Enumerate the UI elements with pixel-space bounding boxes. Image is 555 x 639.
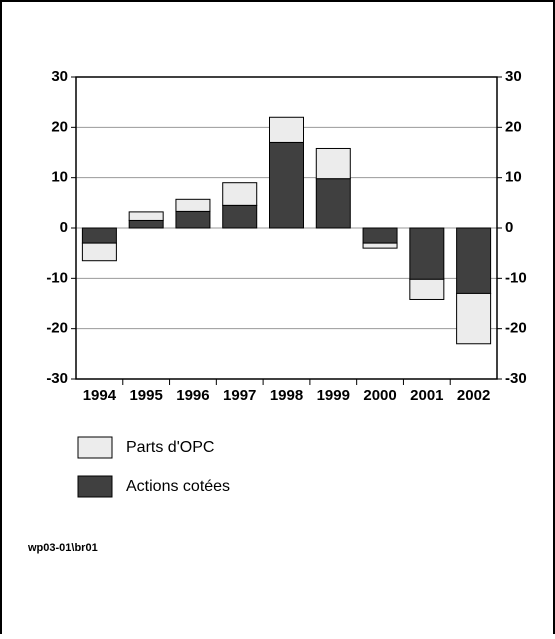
y-tick-label: -30 [46, 370, 68, 387]
bar [128, 219, 164, 229]
bar [128, 211, 164, 221]
plot-frame [75, 76, 498, 380]
bar [409, 227, 445, 280]
y-tick-label: 30 [51, 68, 68, 85]
y2-tick-label: 20 [505, 118, 522, 135]
y-tick-label: 10 [51, 169, 68, 186]
y2-tick-label: -10 [505, 269, 527, 286]
x-tick-label: 1996 [176, 387, 209, 404]
bar [456, 227, 492, 294]
bar [222, 182, 258, 206]
bar [81, 242, 117, 262]
y2-tick-label: -20 [505, 320, 527, 337]
x-tick-label: 1999 [317, 387, 350, 404]
y-tick-label: -20 [46, 320, 68, 337]
bar [269, 116, 304, 143]
legend-swatch [77, 436, 113, 459]
y2-tick-label: 10 [505, 169, 522, 186]
legend-label: Actions cotées [126, 478, 230, 495]
bar [222, 204, 258, 229]
bar [315, 178, 351, 229]
x-tick-label: 2001 [410, 387, 443, 404]
y2-tick-label: 30 [505, 68, 522, 85]
x-tick-label: 2000 [363, 387, 396, 404]
x-tick-label: 1997 [223, 387, 256, 404]
bar [362, 227, 398, 244]
x-tick-label: 2002 [457, 387, 490, 404]
legend-label: Parts d'OPC [126, 439, 214, 456]
bar [315, 147, 351, 180]
legend-swatch [77, 475, 113, 498]
y-tick-label: -10 [46, 269, 68, 286]
bar [175, 198, 211, 212]
bar [81, 227, 117, 244]
bar [456, 292, 492, 345]
y2-tick-label: 0 [505, 219, 513, 236]
annotation: wp03-01\br01 [27, 542, 98, 554]
y-tick-label: 20 [51, 118, 68, 135]
bar [269, 141, 304, 229]
y-tick-label: 0 [60, 219, 68, 236]
x-tick-label: 1994 [83, 387, 117, 404]
x-tick-label: 1995 [129, 387, 162, 404]
y2-tick-label: -30 [505, 370, 527, 387]
bar [362, 242, 398, 249]
bar [175, 210, 211, 229]
bar [409, 278, 445, 300]
x-tick-label: 1998 [270, 387, 303, 404]
